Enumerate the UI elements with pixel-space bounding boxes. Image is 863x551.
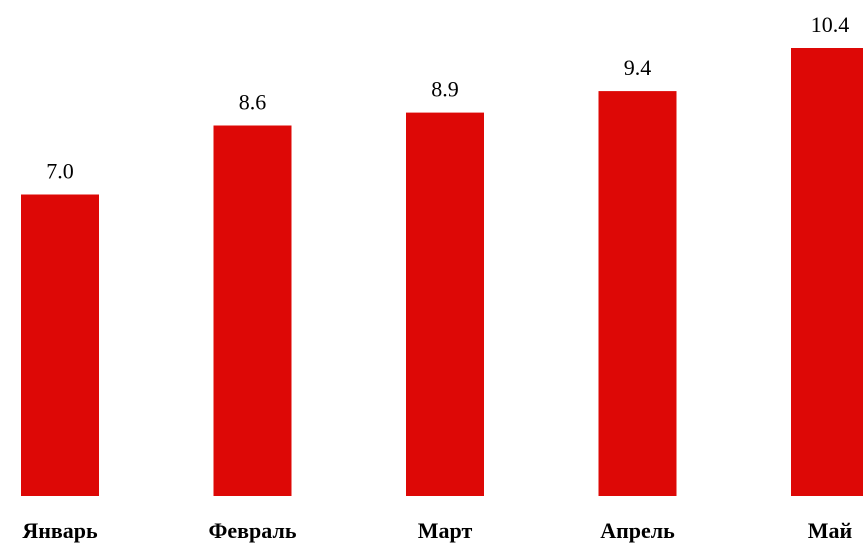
bar-3 — [406, 112, 484, 496]
category-label-3: Март — [418, 518, 473, 543]
category-label-1: Январь — [22, 518, 98, 543]
bar-1 — [21, 194, 99, 496]
bar-2 — [213, 125, 292, 496]
bars-group — [21, 48, 863, 496]
category-label-4: Апрель — [600, 518, 675, 543]
bar-5 — [791, 48, 863, 496]
value-label-5: 10.4 — [811, 12, 850, 37]
bar-4 — [598, 91, 677, 496]
value-label-4: 9.4 — [624, 55, 652, 80]
value-label-1: 7.0 — [46, 159, 74, 184]
category-labels-group: Январь Февраль Март Апрель Май — [22, 518, 852, 543]
value-label-3: 8.9 — [431, 77, 459, 102]
category-label-2: Февраль — [209, 518, 297, 543]
value-label-2: 8.6 — [239, 90, 267, 115]
category-label-5: Май — [808, 518, 853, 543]
value-labels-group: 7.0 8.6 8.9 9.4 10.4 — [46, 12, 849, 184]
